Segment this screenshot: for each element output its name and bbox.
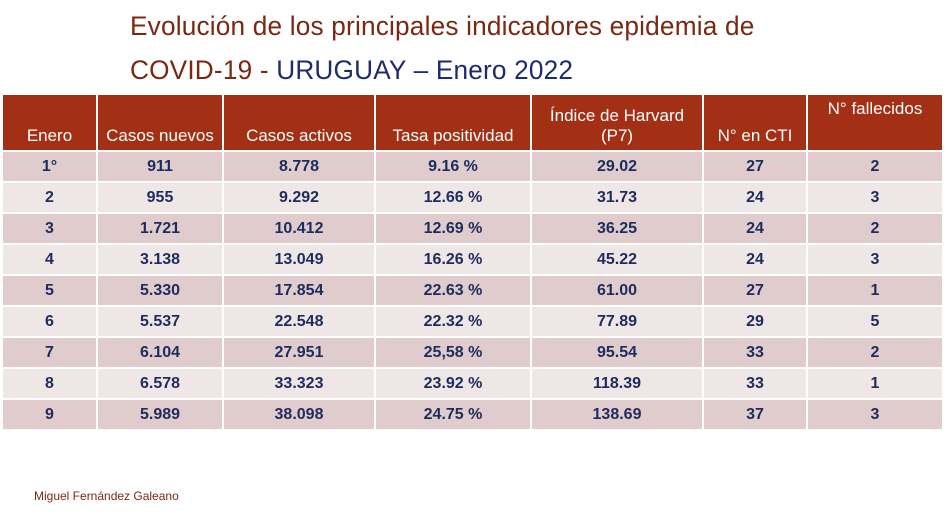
table-row: 3 1.721 10.412 12.69 % 36.25 24 2 [3,212,944,244]
table-cell: 6.104 [97,336,224,368]
table-cell: 24 [703,212,808,244]
table-cell: 6 [3,305,98,337]
table-cell: 22.548 [223,305,376,337]
table-cell: 37 [703,398,808,429]
table-row: 2 955 9.292 12.66 % 31.73 24 3 [3,181,944,213]
table-cell: 5 [807,305,944,337]
table-cell: 13.049 [223,243,376,275]
table-cell: 2 [807,212,944,244]
table-cell: 1 [807,367,944,399]
table-cell: 911 [97,150,224,182]
table-cell: 1 [807,274,944,306]
header-casos-activos: Casos activos [223,95,376,151]
table-cell: 3 [807,243,944,275]
table-cell: 27 [703,150,808,182]
table-cell: 1.721 [97,212,224,244]
table-cell: 138.69 [531,398,704,429]
table-cell: 3 [3,212,98,244]
title-line-1: Evolución de los principales indicadores… [130,11,755,41]
table-cell: 3 [807,398,944,429]
table-cell: 22.32 % [375,305,532,337]
table-cell: 118.39 [531,367,704,399]
table-cell: 24.75 % [375,398,532,429]
table-cell: 31.73 [531,181,704,213]
title-country: URUGUAY [276,55,407,85]
page-title: Evolución de los principales indicadores… [130,4,754,92]
header-indice-harvard: Índice de Harvard (P7) [531,95,704,151]
header-enero: Enero [3,95,98,151]
table-cell: 2 [807,336,944,368]
table-header-row: Enero Casos nuevos Casos activos Tasa po… [3,95,944,151]
author-signature: Miguel Fernández Galeano [34,489,179,503]
table-cell: 24 [703,181,808,213]
table-row: 1° 911 8.778 9.16 % 29.02 27 2 [3,150,944,182]
header-cti: N° en CTI [703,95,808,151]
table-cell: 1° [3,150,98,182]
table-cell: 8 [3,367,98,399]
table-cell: 8.778 [223,150,376,182]
title-covid: COVID-19 - [130,55,277,85]
table-cell: 29 [703,305,808,337]
table-cell: 6.578 [97,367,224,399]
table-cell: 22.63 % [375,274,532,306]
table-row: 7 6.104 27.951 25,58 % 95.54 33 2 [3,336,944,368]
table-cell: 36.25 [531,212,704,244]
table-cell: 5.330 [97,274,224,306]
table-row: 4 3.138 13.049 16.26 % 45.22 24 3 [3,243,944,275]
indicators-table: Enero Casos nuevos Casos activos Tasa po… [3,95,944,429]
table-cell: 12.66 % [375,181,532,213]
table-cell: 4 [3,243,98,275]
header-casos-nuevos: Casos nuevos [97,95,224,151]
table-cell: 9.292 [223,181,376,213]
table-cell: 5.989 [97,398,224,429]
table-cell: 45.22 [531,243,704,275]
table-cell: 16.26 % [375,243,532,275]
table-cell: 7 [3,336,98,368]
table-cell: 77.89 [531,305,704,337]
table-cell: 23.92 % [375,367,532,399]
table-cell: 38.098 [223,398,376,429]
table-cell: 95.54 [531,336,704,368]
table-cell: 12.69 % [375,212,532,244]
title-period: – Enero 2022 [406,55,574,85]
table-cell: 25,58 % [375,336,532,368]
table-row: 8 6.578 33.323 23.92 % 118.39 33 1 [3,367,944,399]
table-cell: 10.412 [223,212,376,244]
table-cell: 9.16 % [375,150,532,182]
table-cell: 5 [3,274,98,306]
table-row: 9 5.989 38.098 24.75 % 138.69 37 3 [3,398,944,429]
title-line-2: COVID-19 - URUGUAY – Enero 2022 [130,48,754,92]
table-cell: 9 [3,398,98,429]
table-cell: 27.951 [223,336,376,368]
table-row: 6 5.537 22.548 22.32 % 77.89 29 5 [3,305,944,337]
table-cell: 2 [807,150,944,182]
table-row: 5 5.330 17.854 22.63 % 61.00 27 1 [3,274,944,306]
table-cell: 5.537 [97,305,224,337]
table-cell: 955 [97,181,224,213]
table-cell: 33 [703,367,808,399]
table-cell: 27 [703,274,808,306]
table-cell: 3.138 [97,243,224,275]
header-fallecidos: N° fallecidos [807,95,944,151]
table-cell: 33 [703,336,808,368]
table-cell: 17.854 [223,274,376,306]
table-cell: 3 [807,181,944,213]
header-tasa-positividad: Tasa positividad [375,95,532,151]
table-cell: 61.00 [531,274,704,306]
table-cell: 24 [703,243,808,275]
table-cell: 33.323 [223,367,376,399]
table-cell: 2 [3,181,98,213]
table-cell: 29.02 [531,150,704,182]
